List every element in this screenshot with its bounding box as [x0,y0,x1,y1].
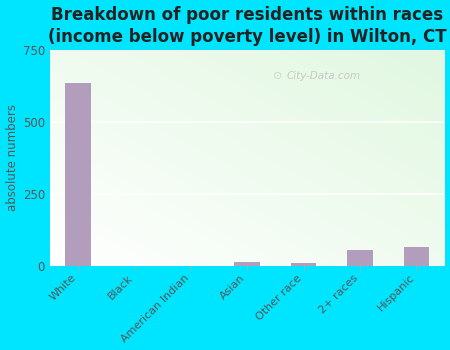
Bar [404,247,429,266]
Bar [234,262,260,266]
Y-axis label: absolute numbers: absolute numbers [5,104,18,211]
Text: ⊙: ⊙ [273,71,282,81]
Bar [291,263,316,266]
Text: City-Data.com: City-Data.com [287,71,361,81]
Title: Breakdown of poor residents within races
(income below poverty level) in Wilton,: Breakdown of poor residents within races… [48,6,446,46]
Bar [65,83,91,266]
Bar [347,250,373,266]
